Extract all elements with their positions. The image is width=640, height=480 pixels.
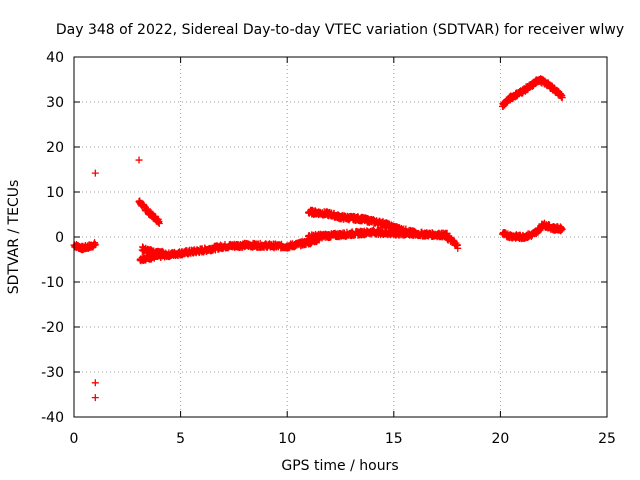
x-axis-label: GPS time / hours — [281, 458, 398, 474]
x-tick-label: 5 — [176, 431, 185, 447]
x-tick-label: 10 — [278, 431, 296, 447]
data-point — [91, 379, 99, 387]
y-tick-label: 40 — [46, 50, 64, 66]
y-tick-label: -30 — [41, 365, 64, 381]
x-tick-label: 25 — [598, 431, 616, 447]
data-track-arc-0-1 — [70, 239, 99, 254]
x-tick-label: 20 — [491, 431, 509, 447]
data-track-arc-20-23-upper — [499, 75, 566, 110]
data-track-arc-3-11 — [136, 233, 323, 265]
y-tick-label: -20 — [41, 320, 64, 336]
x-tick-label: 15 — [385, 431, 403, 447]
data-point — [91, 169, 99, 177]
data-point — [91, 394, 99, 402]
data-track-arc-20-23-lower — [499, 219, 566, 243]
plot-frame — [73, 56, 608, 418]
data-marks — [70, 75, 566, 402]
x-tick-labels: 0 5 10 15 20 25 — [70, 431, 616, 447]
y-tick-labels: -40 -30 -20 -10 0 10 20 30 40 — [41, 50, 64, 426]
data-track-arc-3-4b — [138, 243, 168, 259]
y-tick-label: 10 — [46, 185, 64, 201]
data-track-arc-11-18-lower — [305, 226, 451, 242]
y-tick-label: 30 — [46, 95, 64, 111]
y-tick-label: 20 — [46, 140, 64, 156]
chart-title: Day 348 of 2022, Sidereal Day-to-day VTE… — [56, 22, 624, 38]
data-track-arc-3-4 — [135, 197, 163, 228]
y-tick-label: -10 — [41, 275, 64, 291]
data-track-arc-17-18 — [443, 234, 462, 252]
y-axis-label: SDTVAR / TECUs — [6, 180, 22, 295]
data-point — [135, 156, 143, 164]
y-tick-label: 0 — [55, 230, 64, 246]
y-tick-label: -40 — [41, 410, 64, 426]
x-tick-label: 0 — [70, 431, 79, 447]
